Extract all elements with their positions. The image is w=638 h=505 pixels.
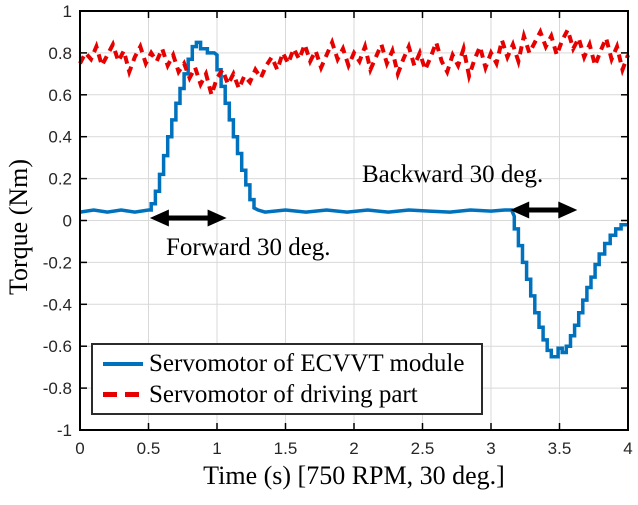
x-tick-label: 4 <box>623 439 632 458</box>
series-driving-part-line <box>78 24 630 102</box>
annotation-backward-30deg: Backward 30 deg. <box>362 161 544 188</box>
y-axis-label: Torque (Nm) <box>4 158 33 296</box>
y-tick-label: -0.6 <box>43 337 72 356</box>
y-tick-label: -0.2 <box>43 253 72 272</box>
y-tick-label: 0.6 <box>48 86 72 105</box>
x-axis-label: Time (s) [750 RPM, 30 deg.] <box>203 461 505 490</box>
legend: Servomotor of ECVVT module Servomotor of… <box>91 343 483 415</box>
annotation-forward-30deg: Forward 30 deg. <box>166 234 331 261</box>
y-tick-label: 0.4 <box>48 128 72 147</box>
backward-range-arrow-right-head <box>558 201 578 219</box>
y-tick-label: 0 <box>63 212 72 231</box>
legend-label-ecvvt-module: Servomotor of ECVVT module <box>149 350 465 377</box>
y-tick-label: 0.2 <box>48 170 72 189</box>
x-tick-label: 2 <box>349 439 358 458</box>
x-tick-label: 2.5 <box>411 439 435 458</box>
x-tick-label: 1 <box>212 439 221 458</box>
legend-dashed-line-sample <box>103 392 143 397</box>
x-tick-label: 0 <box>75 439 84 458</box>
series-ecvvt-module-line <box>79 40 628 359</box>
legend-item-ecvvt-module: Servomotor of ECVVT module <box>103 348 481 379</box>
x-tick-label: 3 <box>486 439 495 458</box>
x-tick-label: 3.5 <box>548 439 572 458</box>
backward-range-arrow-left-head <box>510 201 530 219</box>
x-tick-label: 1.5 <box>274 439 298 458</box>
legend-item-driving-part: Servomotor of driving part <box>103 379 481 410</box>
legend-solid-line-sample <box>103 361 143 366</box>
forward-range-arrow-right-head <box>207 209 227 227</box>
y-tick-label: -0.4 <box>43 295 72 314</box>
y-tick-label: 0.8 <box>48 44 72 63</box>
y-tick-label: -0.8 <box>43 379 72 398</box>
y-tick-label: 1 <box>63 2 72 21</box>
legend-label-driving-part: Servomotor of driving part <box>149 381 418 408</box>
forward-range-arrow-left-head <box>149 209 169 227</box>
y-tick-label: -1 <box>57 421 72 440</box>
x-tick-label: 0.5 <box>137 439 161 458</box>
